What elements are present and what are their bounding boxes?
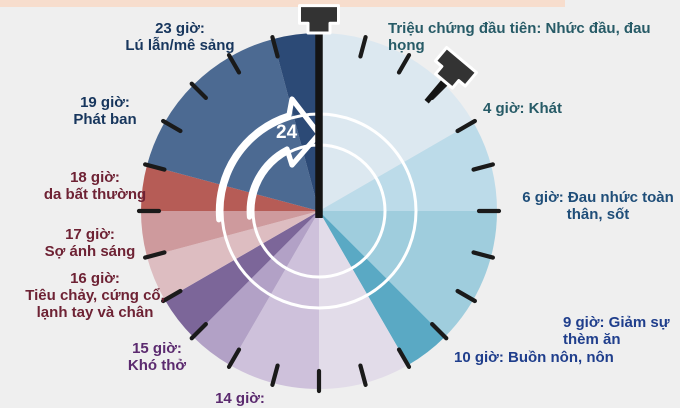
- svg-text:24: 24: [276, 122, 298, 143]
